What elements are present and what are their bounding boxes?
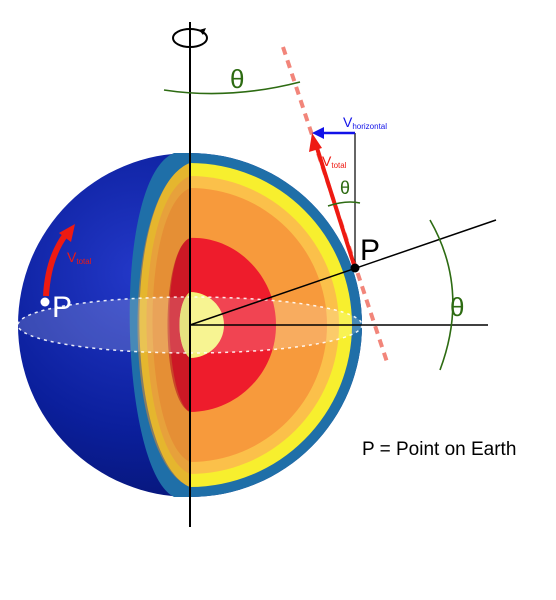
point-p-left xyxy=(40,297,50,307)
cut-face-shade xyxy=(137,163,190,487)
point-p-right xyxy=(350,263,360,273)
theta-mid-label: θ xyxy=(340,178,350,198)
v-horizontal-main: V xyxy=(343,114,353,130)
radius-line xyxy=(189,219,497,326)
angle-arc-right xyxy=(429,219,454,371)
theta-right-label: θ xyxy=(450,292,464,322)
rotation-arrow-icon xyxy=(172,28,208,48)
theta-top-label: θ xyxy=(230,64,244,94)
angle-arc-top xyxy=(163,81,301,95)
v-total-left-label: Vtotal xyxy=(67,249,92,266)
v-total-right-label: Vtotal xyxy=(322,153,347,170)
legend-text: P = Point on Earth xyxy=(362,439,516,460)
angle-arc-mid xyxy=(327,201,361,207)
v-horizontal-arrowhead xyxy=(312,127,324,139)
v-horizontal-label: Vhorizontal xyxy=(343,114,387,131)
v-total-arrowhead xyxy=(309,133,322,152)
v-total-left-sub: total xyxy=(76,257,91,266)
v-total-right-main: V xyxy=(322,153,332,169)
v-horizontal-sub: horizontal xyxy=(352,122,387,131)
p-left-label: P xyxy=(52,291,72,324)
v-total-right-sub: total xyxy=(331,161,346,170)
inner-core-shade xyxy=(179,292,190,358)
v-total-arrow xyxy=(315,147,357,269)
v-total-left-arrowhead xyxy=(59,224,75,242)
p-right-label: P xyxy=(360,234,380,267)
v-total-left-main: V xyxy=(67,249,77,265)
v-total-left-arrow xyxy=(43,232,69,297)
outer-core-shade xyxy=(167,238,190,412)
